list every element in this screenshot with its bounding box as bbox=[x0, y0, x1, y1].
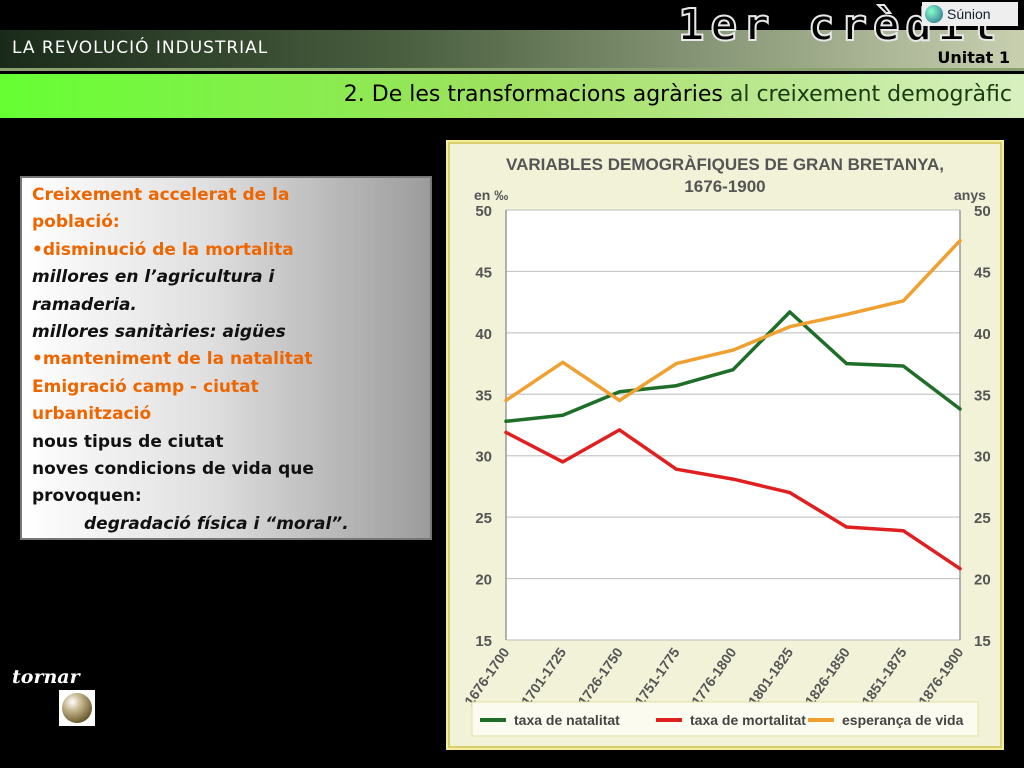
data-point bbox=[844, 312, 849, 317]
y-axis-left-label: en ‰ bbox=[474, 187, 508, 203]
title-bar bbox=[0, 30, 1024, 70]
y-tick-label-left: 35 bbox=[475, 387, 492, 404]
summary-text-box: Creixement accelerat de la població: •di… bbox=[20, 176, 432, 540]
section-title: 2. De les transformacions agràries al cr… bbox=[344, 82, 1012, 107]
text-line: nous tipus de ciutat bbox=[32, 431, 224, 452]
y-tick-label-left: 25 bbox=[475, 510, 492, 527]
section-title-main: De les transformacions agràries bbox=[371, 82, 723, 107]
data-point bbox=[731, 348, 735, 352]
data-point bbox=[674, 361, 678, 366]
sphere-icon bbox=[62, 693, 92, 723]
logo-text: Súnion bbox=[947, 6, 991, 22]
legend-box bbox=[471, 701, 979, 737]
section-number: 2. bbox=[343, 82, 365, 107]
data-point bbox=[901, 299, 905, 303]
data-point bbox=[504, 398, 508, 403]
text-line: ramaderia. bbox=[32, 294, 137, 315]
data-point bbox=[844, 525, 849, 529]
text-line: •manteniment de la natalitat bbox=[32, 349, 313, 370]
y-tick-label-left: 45 bbox=[475, 264, 492, 281]
y-tick-label-left: 50 bbox=[475, 203, 492, 220]
data-point bbox=[561, 413, 565, 417]
data-point bbox=[901, 364, 905, 368]
text-line: urbanització bbox=[32, 404, 152, 425]
data-point bbox=[958, 407, 962, 411]
data-point bbox=[617, 428, 622, 432]
legend-label: esperança de vida bbox=[842, 712, 964, 728]
text-line: noves condicions de vida que bbox=[32, 459, 314, 480]
legend-label: taxa de natalitat bbox=[514, 712, 620, 728]
data-point bbox=[788, 490, 792, 495]
course-title: LA REVOLUCIÓ INDUSTRIAL bbox=[12, 38, 269, 58]
back-button[interactable] bbox=[59, 690, 95, 726]
data-point bbox=[504, 419, 508, 423]
sunion-logo: Súnion bbox=[922, 2, 1018, 26]
text-line: millores sanitàries: aigües bbox=[32, 322, 286, 343]
y-axis-right-label: anys bbox=[954, 187, 986, 203]
y-tick-label-left: 40 bbox=[475, 326, 492, 343]
y-tick-label-right: 35 bbox=[974, 387, 991, 404]
y-tick-label-left: 30 bbox=[475, 449, 492, 466]
gridlines bbox=[505, 209, 961, 641]
chart-title: VARIABLES DEMOGRÀFIQUES DE GRAN BRETANYA… bbox=[506, 155, 944, 174]
y-tick-label-right: 15 bbox=[974, 633, 991, 650]
y-tick-label-right: 50 bbox=[974, 203, 991, 220]
data-point bbox=[561, 360, 565, 364]
data-point bbox=[901, 529, 905, 533]
data-point bbox=[504, 430, 508, 434]
data-point bbox=[731, 368, 735, 372]
plot-area bbox=[506, 210, 960, 640]
y-ticks-right: 15 20 25 30 35 40 45 50 bbox=[974, 203, 991, 650]
text-line: provoquen: bbox=[32, 486, 142, 507]
data-point bbox=[844, 361, 849, 366]
y-tick-label-left: 20 bbox=[475, 572, 492, 589]
data-point bbox=[958, 567, 962, 571]
text-line: Emigració camp - ciutat bbox=[32, 376, 259, 397]
data-point bbox=[731, 477, 735, 481]
y-tick-label-right: 40 bbox=[974, 326, 991, 343]
data-point bbox=[788, 310, 792, 314]
y-ticks-left: 15 20 25 30 35 40 45 50 bbox=[475, 203, 492, 650]
text-line: població: bbox=[32, 212, 120, 233]
demographic-line-chart: VARIABLES DEMOGRÀFIQUES DE GRAN BRETANYA… bbox=[446, 140, 1004, 750]
y-tick-label-right: 45 bbox=[974, 264, 991, 281]
data-point bbox=[561, 460, 565, 464]
text-line: degradació física i “moral”. bbox=[84, 513, 349, 534]
title-bar-divider bbox=[0, 68, 1024, 71]
data-point bbox=[674, 467, 678, 471]
series-lines bbox=[504, 238, 962, 571]
legend-label: taxa de mortalitat bbox=[690, 712, 806, 728]
data-point bbox=[674, 384, 678, 388]
unit-label: Unitat 1 bbox=[937, 48, 1010, 67]
data-point bbox=[617, 398, 622, 403]
chart-legend: taxa de natalitat taxa de mortalitat esper… bbox=[471, 701, 979, 737]
text-line: •disminució de la mortalita bbox=[32, 239, 294, 260]
y-tick-label-right: 25 bbox=[974, 510, 991, 527]
text-line: Creixement accelerat de la bbox=[32, 185, 290, 205]
data-point bbox=[958, 239, 962, 243]
section-bar bbox=[0, 74, 1024, 118]
back-label[interactable]: tornar bbox=[12, 666, 80, 688]
data-point bbox=[617, 390, 622, 394]
section-title-rest: al creixement demogràfic bbox=[729, 82, 1012, 107]
y-tick-label-right: 20 bbox=[974, 572, 991, 589]
y-tick-label-left: 15 bbox=[475, 633, 492, 650]
y-tick-label-right: 30 bbox=[974, 449, 991, 466]
data-point bbox=[788, 325, 792, 329]
text-line: millores en l’agricultura i bbox=[32, 267, 275, 288]
globe-icon bbox=[925, 5, 943, 23]
chart-subtitle: 1676-1900 bbox=[684, 177, 765, 196]
